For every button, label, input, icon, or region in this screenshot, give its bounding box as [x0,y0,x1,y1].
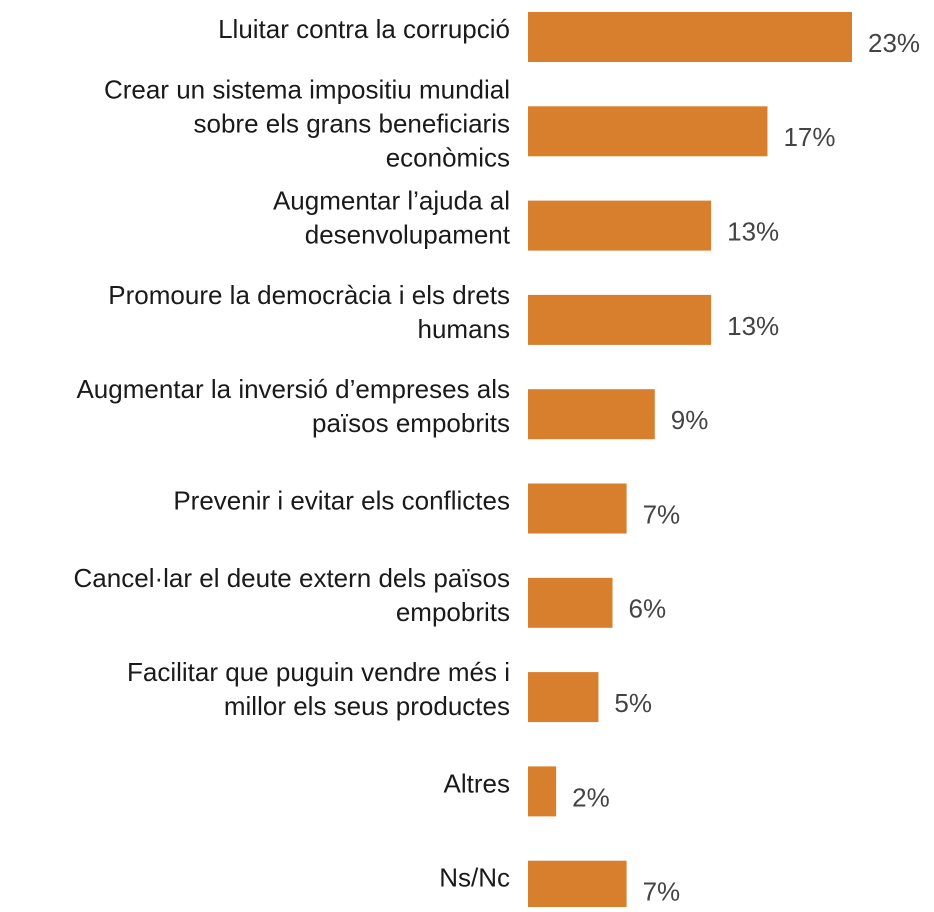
category-label-line: Augmentar l’ajuda al [273,185,510,215]
category-label: Lluitar contra la corrupció [218,14,510,44]
category-label-line: Lluitar contra la corrupció [218,14,510,44]
value-label: 13% [727,311,779,341]
category-label-line: països empobrits [312,408,510,438]
category-label-line: Facilitar que puguin vendre més i [127,657,510,687]
category-label-line: desenvolupament [305,219,511,249]
value-label: 5% [614,688,652,718]
category-label-line: Altres [444,768,510,798]
category-label: Prevenir i evitar els conflictes [173,485,510,515]
bar [528,106,768,157]
value-label: 7% [643,877,681,907]
bar [528,200,712,251]
value-label: 2% [572,782,610,812]
bar [528,672,599,723]
bar [528,766,557,817]
category-label: Ns/Nc [439,863,510,893]
category-label: Crear un sistema impositiu mundial sobre … [104,74,510,172]
category-label: Promoure la democràcia i els drets humans [108,280,510,344]
value-label: 23% [868,28,920,58]
category-label-line: econòmics [386,142,510,172]
bar [528,483,627,534]
bar [528,294,712,345]
value-label: 6% [629,594,667,624]
category-label: Facilitar que puguin vendre més i millor … [127,657,510,721]
category-label: Cancel·lar el deute extern dels països em… [74,563,510,627]
category-label-line: Cancel·lar el deute extern dels països [74,563,510,593]
value-label: 7% [643,499,681,529]
category-label-line: Augmentar la inversió d’empreses als [76,374,510,404]
category-label-line: Prevenir i evitar els conflictes [173,485,510,515]
category-label-line: Ns/Nc [439,863,510,893]
category-label-line: empobrits [396,597,510,627]
value-label: 17% [783,122,835,152]
category-label-line: millor els seus productes [224,691,510,721]
category-label: Augmentar l’ajuda al desenvolupament [273,185,511,249]
category-label-line: sobre els grans beneficiaris [194,108,511,138]
bar [528,577,613,628]
value-label: 9% [671,405,709,435]
bar [528,12,852,62]
bar [528,860,627,911]
category-label: Augmentar la inversió d’empreses als païs… [76,374,510,438]
bar [528,389,655,440]
category-label-line: humans [418,314,511,344]
category-label-line: Crear un sistema impositiu mundial [104,74,510,104]
category-label-line: Promoure la democràcia i els drets [108,280,510,310]
category-label: Altres [444,768,510,798]
value-label: 13% [727,216,779,246]
